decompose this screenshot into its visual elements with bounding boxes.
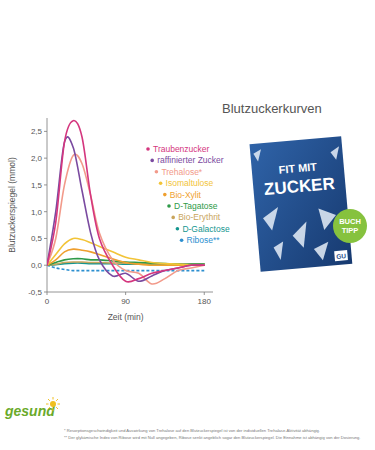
legend-label: Isomaltulose (166, 178, 214, 188)
legend-marker (146, 147, 150, 151)
logo-sun (50, 401, 56, 407)
logo-ray (56, 407, 58, 409)
book-shard (262, 207, 280, 231)
footnote: * Resorptionsgeschwindigkeit und Auswirk… (64, 428, 320, 433)
logo-ray (53, 409, 54, 412)
logo: gesund (4, 397, 60, 419)
y-tick (44, 211, 47, 212)
y-tick (44, 238, 47, 239)
legend-marker (155, 170, 159, 174)
book-cover (250, 136, 353, 272)
legend-marker (167, 204, 171, 208)
x-tick (125, 292, 126, 295)
logo-ray (58, 404, 61, 405)
legend-marker (150, 159, 154, 163)
footnote: ** Der glykämische Index von Ribose wird… (64, 435, 361, 440)
logo-ray (48, 399, 50, 401)
book: FIT MITZUCKER GU (250, 136, 353, 272)
y-tick (44, 292, 47, 293)
legend-marker (180, 238, 184, 242)
legend-label: Bio-Xylit (170, 190, 202, 200)
badge-text: TIPP (342, 226, 359, 235)
logo-ray (46, 404, 49, 405)
legend-label: Ribose** (187, 235, 221, 245)
logo-ray (53, 397, 54, 400)
logo-ray (56, 399, 58, 401)
legend: Traubenzuckerraffinierter Zucker Trehalos… (146, 144, 230, 245)
book-shard (273, 242, 285, 261)
x-tick-label: 90 (121, 297, 130, 306)
y-tick (44, 265, 47, 266)
y-tick-label: 2,5 (31, 127, 43, 136)
legend-label: Bio-Erythrit (178, 212, 221, 222)
badge-text: BUCH (339, 217, 361, 226)
legend-marker (163, 193, 167, 197)
y-tick-label: 0,0 (31, 261, 43, 270)
logo-ray (48, 407, 50, 409)
y-tick (44, 184, 47, 185)
chart-title: Blutzuckerkurven (222, 101, 322, 116)
legend-label: Traubenzucker (153, 144, 210, 154)
book-shard (253, 149, 262, 162)
x-tick-label: 180 (198, 297, 212, 306)
legend-marker (176, 227, 180, 231)
book-shard (330, 146, 340, 160)
legend-marker (171, 216, 175, 220)
book-shard (292, 221, 309, 248)
legend-marker (159, 181, 163, 185)
y-axis-label: Blutzuckerspiegel (mmol) (7, 157, 17, 253)
x-tick-label: 0 (45, 297, 50, 306)
publisher-box (334, 250, 348, 261)
y-tick (44, 158, 47, 159)
y-tick-label: 1,5 (31, 181, 43, 190)
y-tick-label: 1,0 (31, 208, 43, 217)
legend-label: D-Tagatose (174, 201, 218, 211)
x-tick (47, 292, 48, 295)
x-axis (47, 292, 213, 293)
y-tick-label: 2,0 (31, 154, 43, 163)
page: Blutzuckerkurven -0,5 0,0 0,5 1,0 1,5 2,0 2,5 0 9… (0, 0, 375, 450)
series-line (47, 238, 204, 265)
x-tick (204, 292, 205, 295)
legend-label: D-Galactose (182, 224, 230, 234)
y-tick-label: -0,5 (28, 288, 42, 297)
book-shard (313, 242, 330, 261)
legend-label: Trehalose* (161, 167, 202, 177)
legend-label: raffinierter Zucker (157, 155, 224, 165)
book-title: ZUCKER (263, 174, 335, 199)
badge (333, 209, 367, 243)
book-publisher: GU (336, 252, 347, 260)
y-tick (44, 131, 47, 132)
logo-text: gesund (4, 403, 55, 419)
y-tick-label: 0,5 (31, 234, 43, 243)
book-title: FIT MIT (278, 160, 318, 175)
x-axis-label: Zeit (min) (108, 312, 144, 322)
